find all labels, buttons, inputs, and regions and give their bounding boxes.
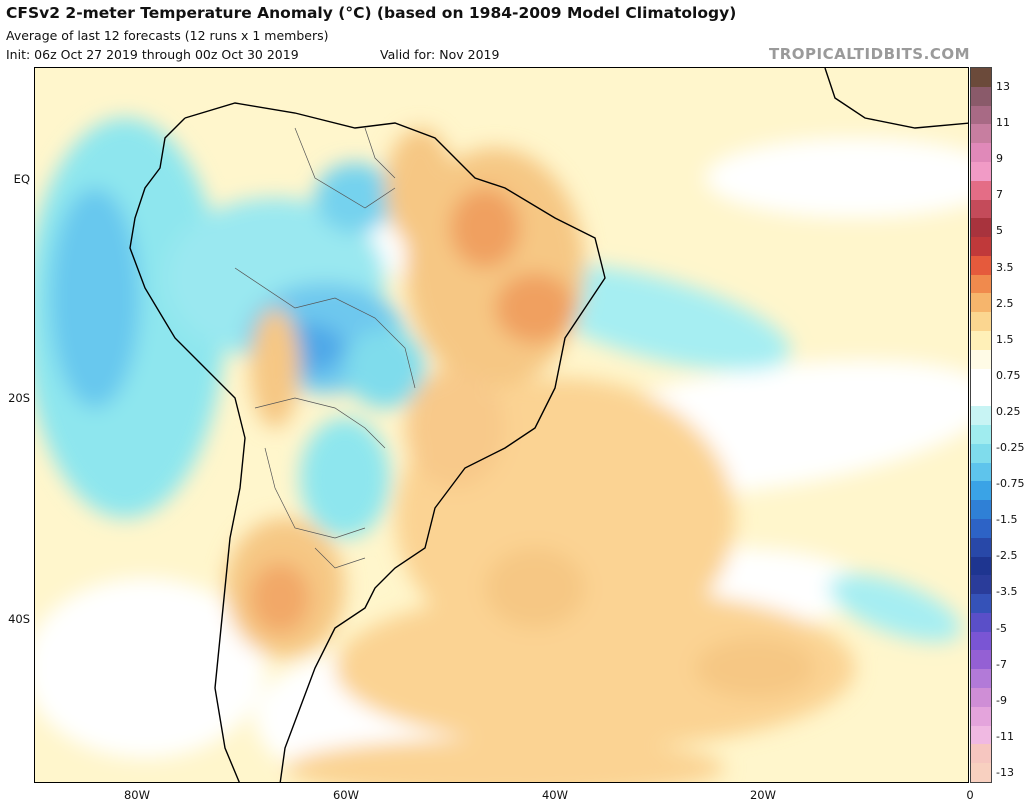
colorbar-segment: [971, 161, 991, 182]
colorbar-segment: [971, 518, 991, 539]
map-canvas: [35, 68, 968, 782]
colorbar: [970, 67, 992, 783]
colorbar-label: -0.25: [996, 441, 1024, 455]
colorbar-segment: [971, 481, 991, 501]
init-text: Init: 06z Oct 27 2019 through 00z Oct 30…: [6, 47, 299, 62]
colorbar-segment: [971, 669, 991, 689]
valid-text: Valid for: Nov 2019: [380, 47, 500, 62]
colorbar-segment: [971, 180, 991, 201]
africa-coast: [824, 68, 968, 129]
south-america-east-coast: [184, 102, 606, 782]
colorbar-segment: [971, 406, 991, 426]
colorbar-label: 13: [996, 80, 1010, 93]
colorbar-segment: [971, 575, 991, 595]
colorbar-label: -9: [996, 693, 1007, 707]
colorbar-label: 5: [996, 224, 1003, 238]
colorbar-label: -5: [996, 621, 1007, 635]
colorbar-label: 0.75: [996, 368, 1021, 382]
map-title: CFSv2 2-meter Temperature Anomaly (°C) (…: [6, 4, 737, 22]
colorbar-segment: [971, 594, 991, 614]
colorbar-segment: [971, 218, 991, 238]
colorbar-segment: [971, 631, 991, 651]
anomaly-field: [35, 118, 968, 782]
lon-label-80w: 80W: [123, 788, 150, 802]
country-borders: [234, 127, 416, 569]
colorbar-label: 7: [996, 188, 1003, 202]
colorbar-segment: [971, 312, 991, 332]
colorbar-label: 0.25: [996, 404, 1021, 418]
colorbar-segment: [971, 706, 991, 727]
colorbar-label: -11: [996, 729, 1014, 743]
colorbar-label: -7: [996, 657, 1007, 671]
colorbar-segment: [971, 274, 991, 294]
colorbar-segment: [971, 368, 991, 388]
lon-label-20w: 20W: [749, 788, 776, 802]
colorbar-label: -1.5: [996, 513, 1018, 527]
colorbar-segment: [971, 124, 991, 144]
lat-label-20s: 20S: [8, 391, 30, 405]
colorbar-label: 1.5: [996, 332, 1014, 346]
colorbar-segment: [971, 725, 991, 745]
colorbar-label: -13: [996, 766, 1014, 779]
colorbar-label: -0.75: [996, 477, 1024, 491]
lon-label-60w: 60W: [332, 788, 359, 802]
colorbar-segment: [971, 237, 991, 257]
colorbar-segment: [971, 68, 991, 88]
colorbar-label: -2.5: [996, 549, 1018, 563]
coastlines: [129, 68, 968, 782]
colorbar-segment: [971, 537, 991, 558]
lon-label-0: 0: [966, 788, 974, 802]
anomaly-map: [34, 67, 969, 783]
colorbar-segment: [971, 255, 991, 276]
colorbar-segment: [971, 556, 991, 576]
colorbar-segment: [971, 293, 991, 313]
colorbar-segment: [971, 387, 991, 407]
colorbar-segment: [971, 500, 991, 520]
colorbar-label: -3.5: [996, 585, 1018, 599]
colorbar-segment: [971, 763, 991, 783]
colorbar-segment: [971, 331, 991, 351]
colorbar-segment: [971, 443, 991, 464]
colorbar-label: 2.5: [996, 296, 1014, 310]
colorbar-segment: [971, 199, 991, 219]
colorbar-segment: [971, 612, 991, 633]
colorbar-label: 3.5: [996, 260, 1014, 274]
colorbar-segment: [971, 86, 991, 107]
colorbar-label: 9: [996, 152, 1003, 166]
lat-label-40s: 40S: [8, 612, 30, 626]
colorbar-label: 11: [996, 116, 1010, 130]
south-america-west-coast: [129, 117, 246, 782]
colorbar-segment: [971, 143, 991, 163]
colorbar-segment: [971, 425, 991, 445]
lon-label-40w: 40W: [541, 788, 568, 802]
colorbar-segment: [971, 650, 991, 670]
lat-label-eq: EQ: [13, 172, 30, 186]
brand-watermark: TROPICALTIDBITS.COM: [769, 45, 970, 63]
colorbar-segment: [971, 744, 991, 764]
map-subtitle: Average of last 12 forecasts (12 runs x …: [6, 28, 329, 43]
colorbar-segment: [971, 688, 991, 708]
colorbar-segment: [971, 462, 991, 482]
colorbar-segment: [971, 105, 991, 125]
colorbar-segment: [971, 349, 991, 370]
